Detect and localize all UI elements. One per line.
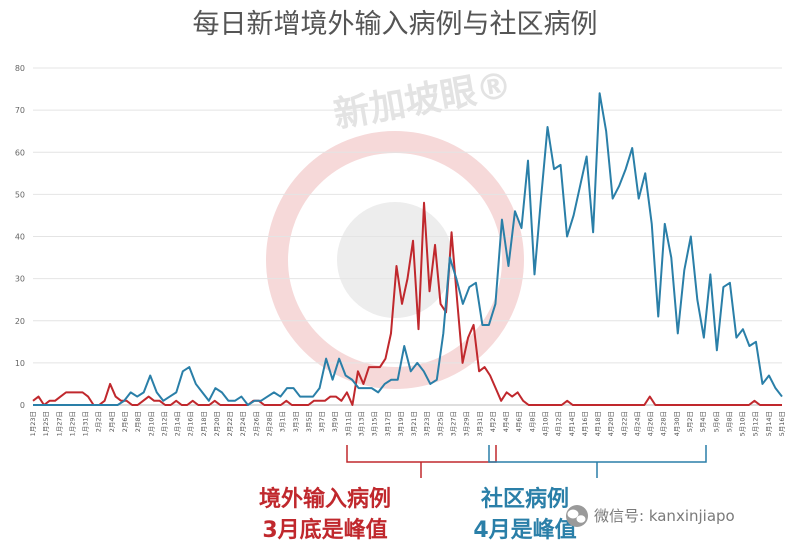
y-tick-label: 30: [15, 275, 25, 284]
x-tick-label: 2月14日: [174, 411, 182, 436]
annotation-community-line2: 4月是峰值: [473, 517, 576, 543]
y-tick-label: 40: [15, 233, 25, 242]
series-line-community: [33, 92, 783, 406]
annotation-community: 社区病例 4月是峰值: [473, 486, 576, 543]
x-tick-label: 3月11日: [344, 411, 352, 436]
x-tick-label: 1月31日: [82, 411, 90, 436]
annotation-community-line1: 社区病例: [481, 486, 569, 512]
x-tick-label: 3月21日: [410, 411, 418, 436]
x-tick-label: 4月6日: [515, 411, 523, 432]
y-tick-label: 60: [15, 148, 25, 157]
x-tick-label: 4月30日: [673, 411, 681, 436]
x-tick-label: 4月22日: [620, 411, 628, 436]
x-axis: 1月23日 1月25日 1月27日 1月29日 1月31日 2月2日 2月4日 2月6日 2月8…: [29, 411, 786, 436]
x-tick-label: 4月26日: [647, 411, 655, 436]
x-tick-label: 3月31日: [476, 411, 484, 436]
x-tick-label: 3月1日: [279, 411, 287, 432]
x-tick-label: 2月8日: [134, 411, 142, 432]
x-tick-label: 2月4日: [108, 411, 116, 432]
chart-title: 每日新增境外输入病例与社区病例: [193, 9, 598, 40]
y-tick-label: 80: [15, 64, 25, 73]
y-tick-label: 20: [15, 317, 25, 326]
x-tick-label: 2月6日: [121, 411, 129, 432]
x-tick-label: 2月18日: [200, 411, 208, 436]
x-tick-label: 3月15日: [371, 411, 379, 436]
y-tick-label: 50: [15, 190, 25, 199]
x-tick-label: 5月4日: [699, 411, 707, 432]
x-tick-label: 3月19日: [397, 411, 405, 436]
x-tick-label: 3月3日: [292, 411, 300, 432]
x-tick-label: 5月14日: [765, 411, 773, 436]
x-tick-label: 4月8日: [528, 411, 536, 432]
x-tick-label: 4月24日: [633, 411, 641, 436]
watermark-logo: 新加坡眼®: [266, 65, 524, 389]
x-tick-label: 4月16日: [581, 411, 589, 436]
x-tick-label: 1月27日: [55, 411, 63, 436]
bracket-blue: [488, 445, 707, 478]
x-tick-label: 2月20日: [213, 411, 221, 436]
x-tick-label: 4月14日: [568, 411, 576, 436]
y-axis: 0 10 20 30 40 50 60 70 80: [15, 64, 25, 410]
x-tick-label: 4月18日: [594, 411, 602, 436]
x-tick-label: 4月10日: [541, 411, 549, 436]
x-tick-label: 4月28日: [660, 411, 668, 436]
annotation-brackets: [346, 445, 707, 478]
x-tick-label: 3月29日: [463, 411, 471, 436]
y-tick-label: 10: [15, 359, 25, 368]
bracket-red: [346, 445, 497, 478]
watermark-text: 新加坡眼®: [331, 65, 515, 137]
y-tick-label: 0: [20, 401, 25, 410]
x-tick-label: 2月22日: [226, 411, 234, 436]
x-tick-label: 3月25日: [436, 411, 444, 436]
x-tick-label: 2月10日: [147, 411, 155, 436]
gridlines: [33, 67, 782, 406]
x-tick-label: 5月8日: [725, 411, 733, 432]
x-tick-label: 5月2日: [686, 411, 694, 432]
x-tick-label: 5月12日: [752, 411, 760, 436]
x-tick-label: 3月23日: [423, 411, 431, 436]
x-tick-label: 5月10日: [739, 411, 747, 436]
credit-text: 微信号: kanxinjiapo: [594, 507, 735, 525]
x-tick-label: 4月4日: [502, 411, 510, 432]
y-tick-label: 70: [15, 106, 25, 115]
x-tick-label: 3月27日: [449, 411, 457, 436]
x-tick-label: 2月12日: [160, 411, 168, 436]
x-tick-label: 1月25日: [42, 411, 50, 436]
x-tick-label: 3月5日: [305, 411, 313, 432]
x-tick-label: 2月2日: [95, 411, 103, 432]
x-tick-label: 1月23日: [29, 411, 37, 436]
annotation-imported: 境外输入病例 3月底是峰值: [259, 486, 391, 543]
annotation-imported-line1: 境外输入病例: [259, 486, 391, 512]
credit: 微信号: kanxinjiapo: [566, 505, 735, 527]
x-tick-label: 2月24日: [239, 411, 247, 436]
x-tick-label: 3月17日: [384, 411, 392, 436]
x-tick-label: 5月6日: [712, 411, 720, 432]
annotation-imported-line2: 3月底是峰值: [262, 517, 387, 543]
x-tick-label: 2月28日: [266, 411, 274, 436]
x-tick-label: 2月16日: [187, 411, 195, 436]
x-tick-label: 4月12日: [555, 411, 563, 436]
wechat-icon: [566, 505, 588, 527]
series-line-imported: [32, 201, 782, 406]
x-tick-label: 3月7日: [318, 411, 326, 432]
x-tick-label: 4月2日: [489, 411, 497, 432]
x-tick-label: 2月26日: [252, 411, 260, 436]
x-tick-label: 3月9日: [331, 411, 339, 432]
series-lines: [32, 92, 783, 406]
x-tick-label: 1月29日: [68, 411, 76, 436]
x-tick-label: 4月20日: [607, 411, 615, 436]
x-tick-label: 3月13日: [358, 411, 366, 436]
x-tick-label: 5月16日: [778, 411, 786, 436]
